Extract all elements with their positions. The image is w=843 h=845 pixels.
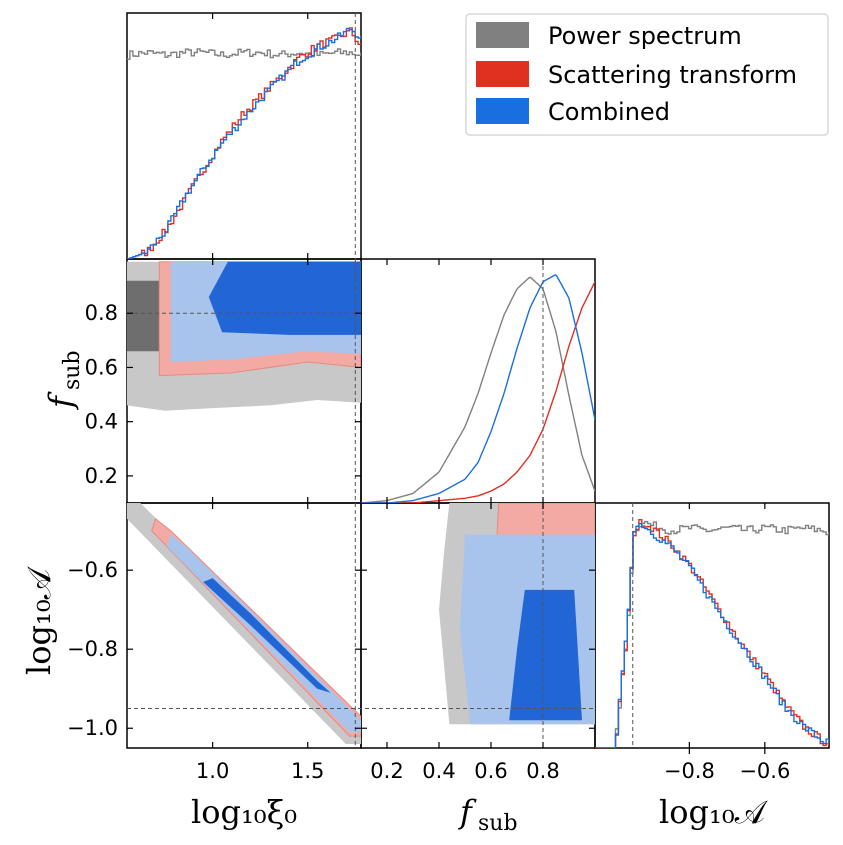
- xlabel-fsub: f sub: [458, 793, 518, 836]
- legend: Power spectrum Scattering transform Comb…: [465, 13, 829, 136]
- marginal-log10A-scattering: [595, 519, 829, 748]
- contour-log10A_vs_fsub-combined-inner: [509, 589, 582, 721]
- ytick-log10A-tick-label: −0.6: [67, 558, 118, 582]
- svg-text:f: f: [42, 391, 80, 410]
- xtick-fsub-tick-label: 0.4: [422, 759, 455, 783]
- panel-fsub-marginal: [360, 258, 596, 504]
- ylabel-log10A: log₁₀𝒜: [20, 565, 58, 675]
- legend-swatch-scattering: [476, 61, 529, 87]
- xtick-log10A-tick-label: −0.6: [739, 759, 790, 783]
- svg-text:sub: sub: [60, 350, 85, 390]
- marginal-log10xi0-combined: [127, 27, 361, 259]
- xlabel-log10A: log₁₀𝒜: [659, 793, 769, 831]
- panel-log10xi0-marginal: [126, 12, 362, 260]
- ytick-fsub-tick-label: 0.6: [85, 355, 118, 379]
- xtick-log10xi0-tick-label: 1.5: [291, 759, 324, 783]
- legend-swatch-combined: [476, 98, 529, 124]
- marginal-f_sub-combined: [361, 273, 595, 503]
- legend-frame: [465, 13, 829, 136]
- ytick-fsub-tick-label: 0.4: [85, 410, 118, 434]
- xtick-log10A-tick-label: −0.8: [664, 759, 715, 783]
- svg-text:sub: sub: [478, 811, 518, 836]
- legend-label-power: Power spectrum: [548, 22, 742, 50]
- svg-text:log₁₀𝒜: log₁₀𝒜: [20, 565, 58, 675]
- ytick-fsub-tick-label: 0.2: [85, 464, 118, 488]
- legend-swatch-power: [476, 22, 529, 48]
- ytick-fsub-tick-label: 0.8: [85, 301, 118, 325]
- xtick-log10xi0-tick-label: 1.0: [196, 759, 229, 783]
- marginal-log10xi0-scattering: [127, 27, 361, 259]
- ytick-log10A-tick-label: −0.8: [67, 637, 118, 661]
- xtick-fsub-tick-label: 0.6: [474, 759, 507, 783]
- marginal-f_sub-scattering: [361, 281, 595, 503]
- marginal-log10A-combined: [595, 523, 829, 748]
- ytick-log10A-tick-label: −1.0: [67, 716, 118, 740]
- legend-label-scattering: Scattering transform: [548, 61, 797, 89]
- xlabel-log10xi0: log₁₀ξ₀: [191, 793, 297, 831]
- contour-log10A_vs_log10xi0-combined-inner: [203, 578, 331, 693]
- xtick-fsub-tick-label: 0.2: [370, 759, 403, 783]
- xtick-fsub-tick-label: 0.8: [526, 759, 559, 783]
- contour-fsub_vs_log10xi0-combined-inner: [208, 261, 361, 335]
- legend-label-combined: Combined: [548, 98, 670, 126]
- marginal-log10xi0-power: [127, 48, 361, 60]
- ylabel-fsub: f sub: [42, 350, 85, 410]
- marginal-f_sub-power: [361, 276, 595, 503]
- svg-text:f: f: [458, 793, 477, 831]
